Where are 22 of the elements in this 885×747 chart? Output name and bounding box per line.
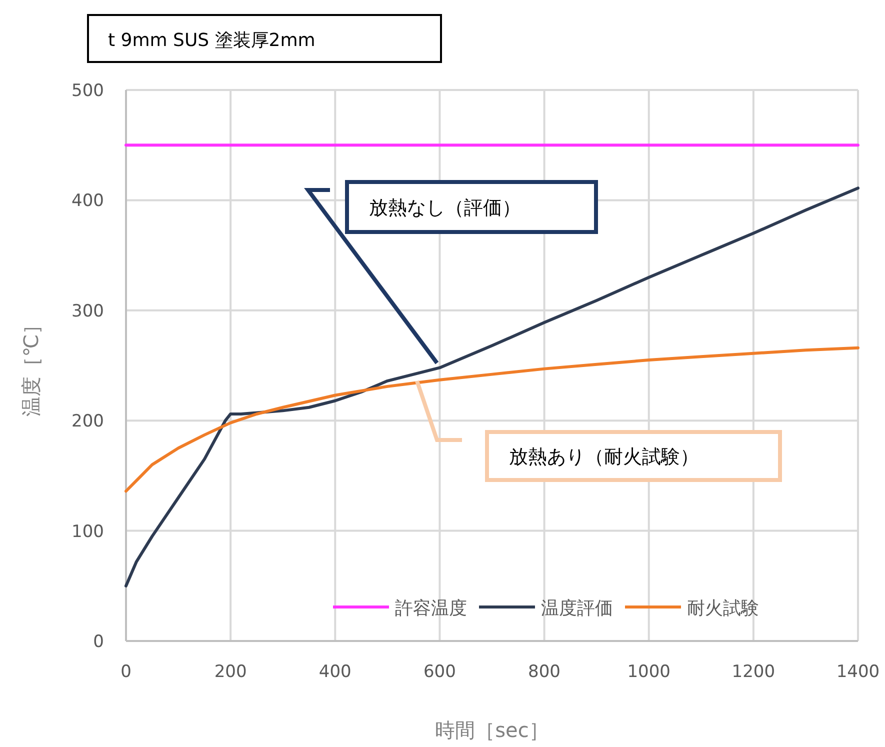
x-tick-label: 600 xyxy=(423,662,456,682)
y-axis-title: 温度［℃］ xyxy=(19,314,43,417)
x-tick-label: 800 xyxy=(528,662,561,682)
x-tick-label: 1400 xyxy=(836,662,880,682)
x-tick-label: 1200 xyxy=(732,662,776,682)
y-tick-label: 400 xyxy=(72,191,104,212)
y-tick-label: 0 xyxy=(93,632,104,652)
x-tick-label: 0 xyxy=(120,662,132,682)
annotation: 放熱あり（耐火試験） xyxy=(509,446,699,468)
legend-label: 耐火試験 xyxy=(687,598,759,619)
x-axis-title: 時間［sec］ xyxy=(435,718,549,742)
y-tick-label: 100 xyxy=(72,522,104,542)
legend-label: 温度評価 xyxy=(541,598,613,619)
x-tick-label: 200 xyxy=(214,662,247,682)
annotation: 放熱なし（評価） xyxy=(369,197,521,219)
x-tick-label: 1000 xyxy=(627,662,670,682)
y-tick-label: 300 xyxy=(72,301,104,322)
chart-title: t 9mm SUS 塗装厚2mm xyxy=(108,30,316,51)
legend-label: 許容温度 xyxy=(395,598,467,619)
y-tick-label: 200 xyxy=(72,412,104,432)
x-tick-label: 400 xyxy=(318,662,352,682)
y-tick-label: 500 xyxy=(72,81,104,101)
